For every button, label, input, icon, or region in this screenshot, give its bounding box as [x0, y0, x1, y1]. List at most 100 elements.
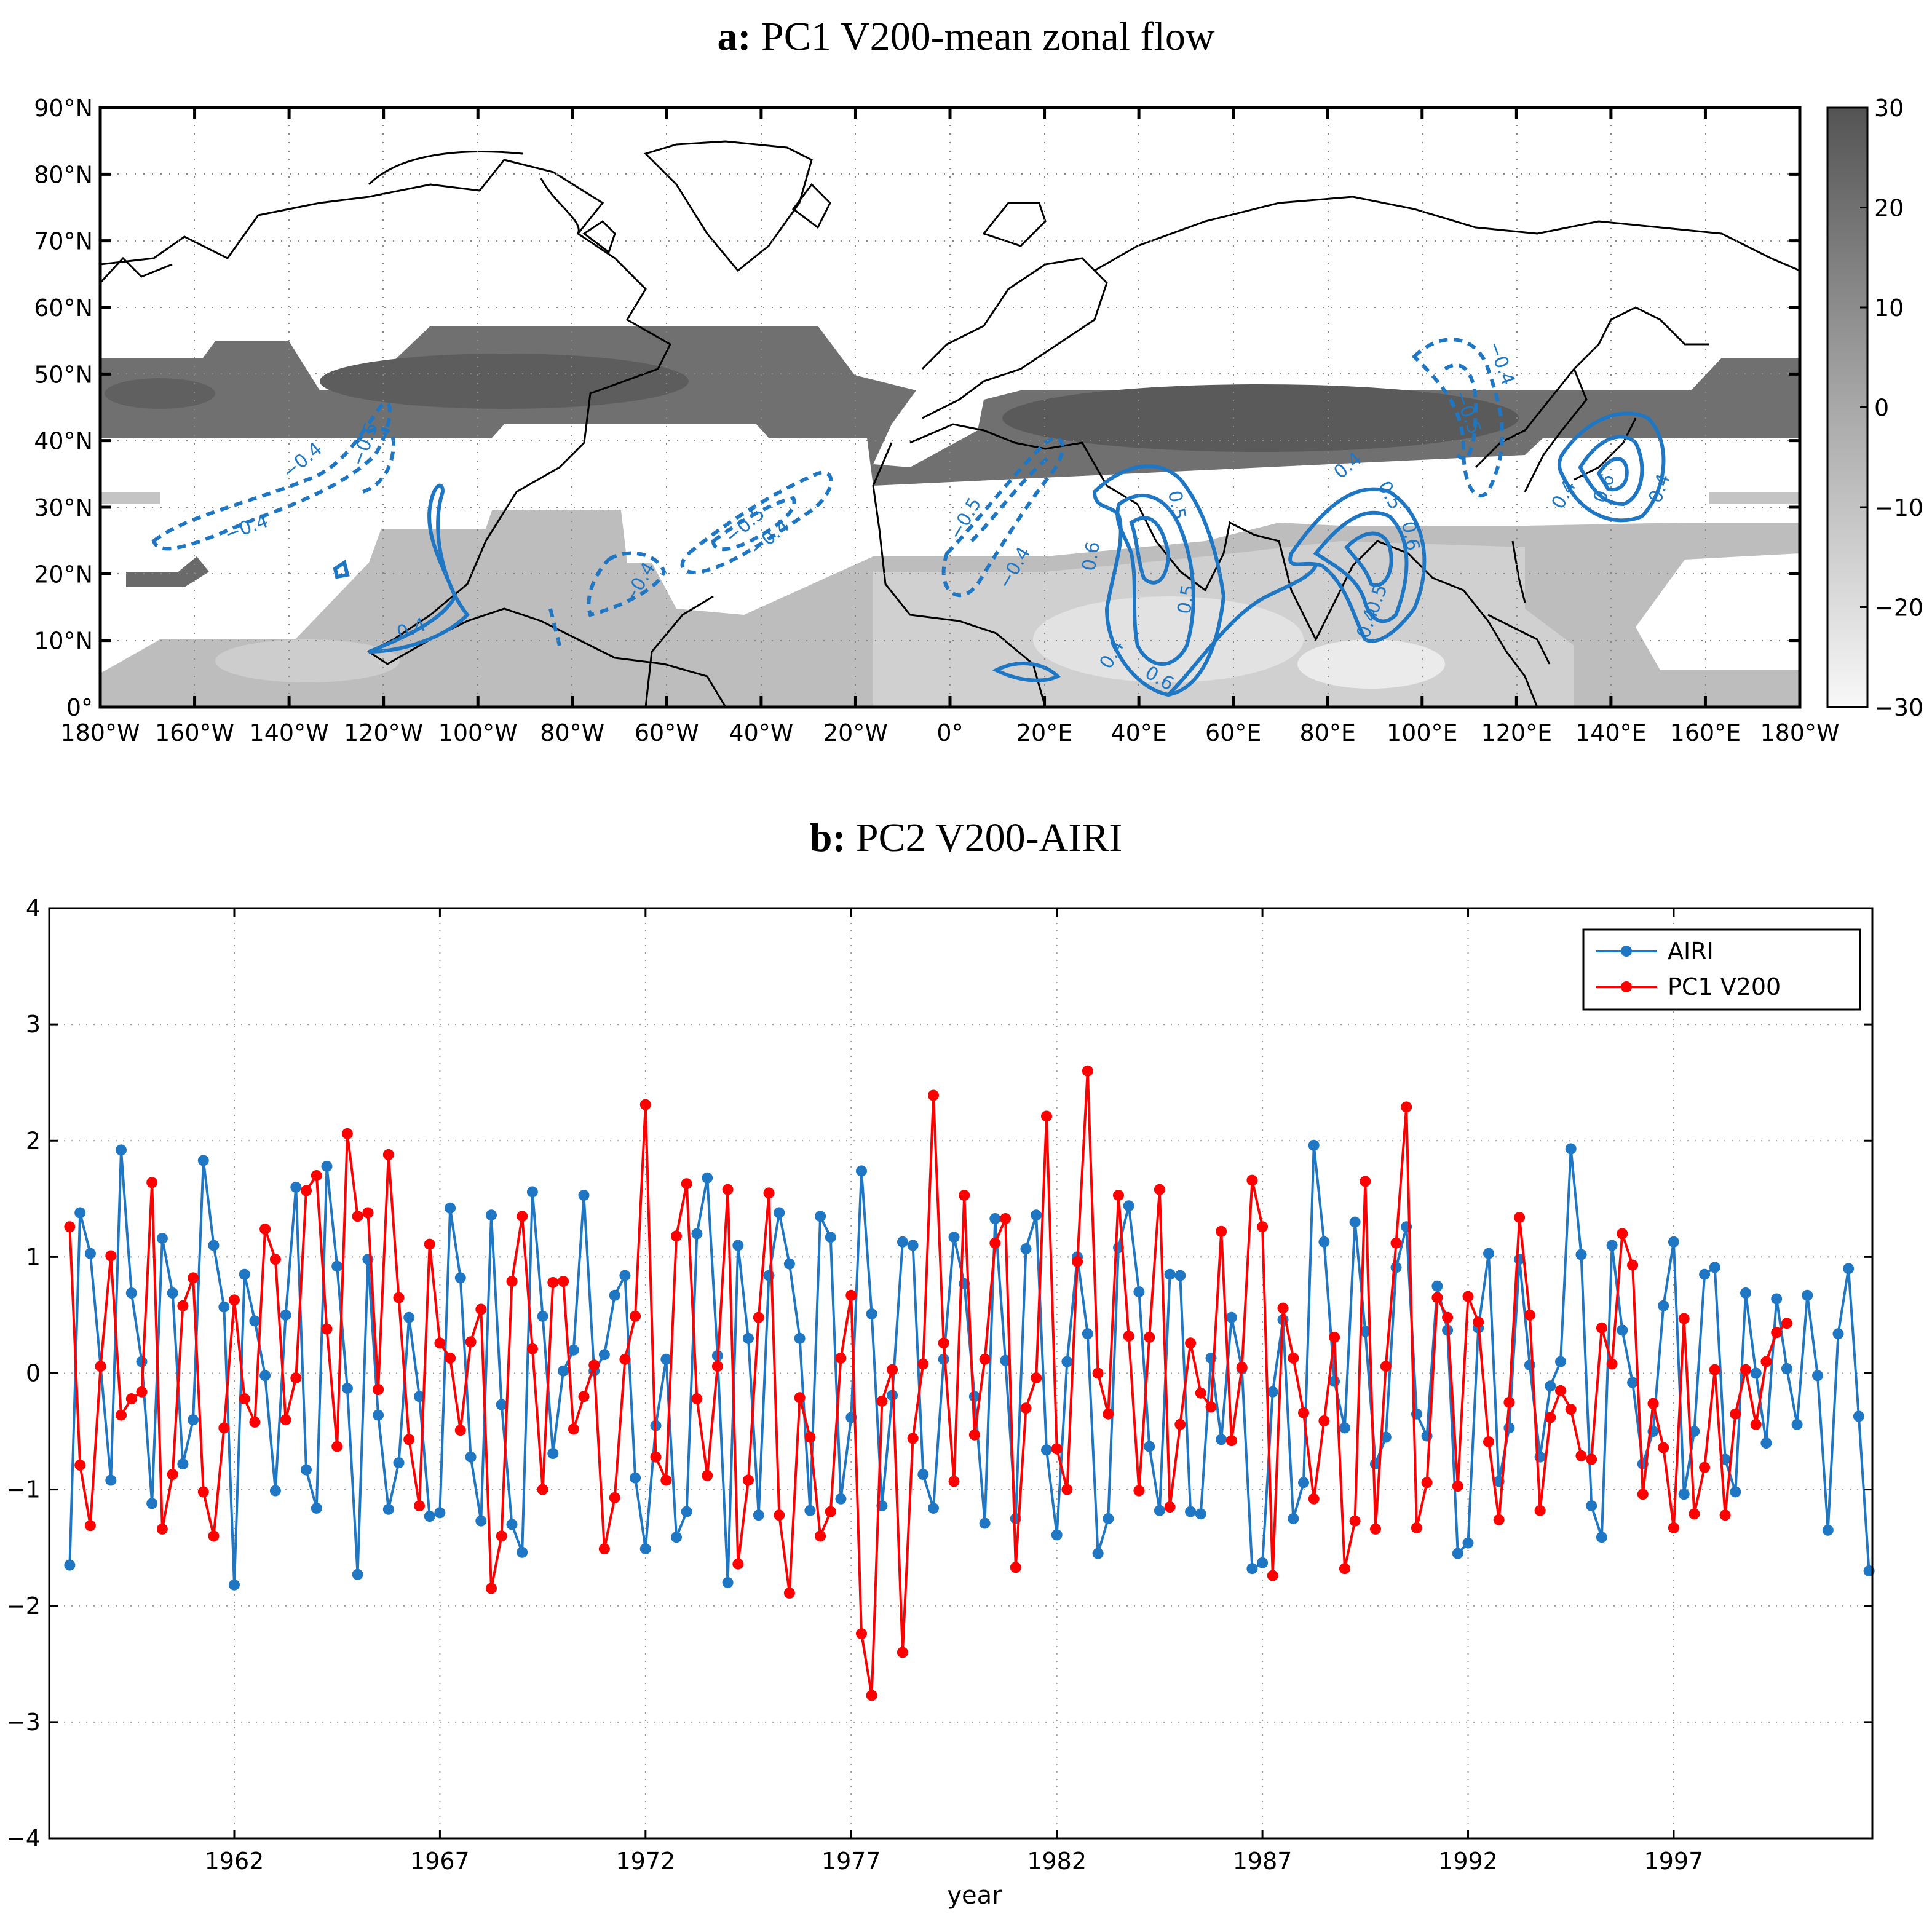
data-point-airi — [454, 1272, 466, 1284]
lon-tick-label: 180°W — [60, 719, 140, 746]
data-point-pc1-v200 — [979, 1353, 991, 1365]
contour-dashed — [1444, 363, 1478, 461]
data-point-airi — [1832, 1328, 1844, 1340]
contour-dashed — [1411, 338, 1505, 497]
data-point-pc1-v200 — [1442, 1311, 1454, 1323]
data-point-pc1-v200 — [105, 1250, 117, 1262]
data-point-airi — [1493, 1476, 1505, 1487]
tropical-shading — [1033, 596, 1304, 682]
data-point-pc1-v200 — [1267, 1570, 1278, 1581]
data-point-pc1-v200 — [897, 1647, 908, 1658]
data-point-airi — [1246, 1563, 1258, 1575]
data-point-pc1-v200 — [1699, 1461, 1711, 1473]
contour-solid — [992, 662, 1061, 682]
data-point-airi — [1462, 1537, 1474, 1549]
data-point-airi — [1164, 1268, 1176, 1280]
data-point-pc1-v200 — [1760, 1356, 1772, 1367]
data-point-pc1-v200 — [568, 1423, 579, 1435]
data-point-pc1-v200 — [989, 1237, 1001, 1249]
lat-tick-label: 30°N — [34, 494, 93, 521]
contour-solid — [1596, 457, 1629, 492]
data-point-pc1-v200 — [1092, 1367, 1104, 1379]
data-point-pc1-v200 — [1658, 1442, 1669, 1453]
series-line-airi — [68, 1144, 1871, 1586]
data-point-pc1-v200 — [722, 1184, 734, 1195]
lat-tick-label: 50°N — [34, 361, 93, 388]
data-point-airi — [1442, 1324, 1454, 1336]
data-point-airi — [856, 1165, 867, 1177]
data-point-airi — [1082, 1328, 1093, 1340]
data-point-airi — [732, 1240, 744, 1251]
data-point-airi — [763, 1270, 775, 1281]
chart-axes: −4 −3 −2 −1 0 1 2 3 4 1962 1967 1972 1977 1982 1987 199… — [6, 895, 1872, 1875]
contour-solid — [368, 483, 470, 654]
lat-tick-label: 60°N — [34, 295, 93, 322]
coastlines — [100, 140, 1800, 707]
data-point-pc1-v200 — [598, 1543, 610, 1555]
data-point-airi — [1123, 1200, 1134, 1212]
data-point-pc1-v200 — [403, 1434, 415, 1445]
data-point-pc1-v200 — [1627, 1259, 1639, 1271]
data-point-pc1-v200 — [609, 1492, 620, 1503]
contour-dashed — [711, 496, 796, 552]
data-point-airi — [928, 1502, 939, 1514]
data-point-airi — [1647, 1426, 1659, 1437]
data-point-airi — [1534, 1451, 1546, 1463]
data-point-airi — [794, 1332, 806, 1344]
data-point-pc1-v200 — [95, 1361, 106, 1372]
colorbar-tick-label: 0 — [1874, 395, 1889, 422]
data-point-pc1-v200 — [1709, 1364, 1720, 1375]
data-point-pc1-v200 — [1205, 1401, 1217, 1413]
data-point-airi — [1225, 1311, 1237, 1323]
data-point-pc1-v200 — [465, 1336, 477, 1348]
contour-label: 0.6 — [1397, 520, 1423, 552]
data-point-pc1-v200 — [1617, 1228, 1628, 1240]
data-point-airi — [290, 1181, 302, 1193]
data-point-pc1-v200 — [660, 1474, 672, 1486]
data-point-airi — [1205, 1352, 1217, 1364]
data-point-pc1-v200 — [1225, 1435, 1237, 1447]
data-point-airi — [1329, 1375, 1340, 1387]
data-point-pc1-v200 — [1740, 1364, 1751, 1375]
data-point-airi — [1668, 1236, 1679, 1248]
data-point-airi — [1154, 1505, 1165, 1516]
data-point-airi — [1308, 1139, 1320, 1151]
data-point-pc1-v200 — [1164, 1501, 1176, 1513]
data-point-pc1-v200 — [1298, 1407, 1309, 1418]
data-point-airi — [619, 1270, 631, 1281]
colorbar-tick-label: 10 — [1874, 295, 1904, 322]
lon-tick-label: 40°E — [1111, 719, 1166, 746]
data-point-airi — [1771, 1293, 1783, 1305]
data-point-airi — [1288, 1513, 1299, 1524]
data-point-airi — [835, 1493, 847, 1505]
data-point-airi — [989, 1213, 1001, 1224]
plot-frame — [48, 907, 1874, 1840]
legend-pc1-label: PC1 V200 — [1668, 973, 1781, 1000]
y-tick-label: 3 — [26, 1011, 41, 1038]
data-point-airi — [558, 1365, 569, 1377]
data-point-airi — [1349, 1216, 1361, 1228]
data-point-pc1-v200 — [1719, 1509, 1731, 1521]
jet-core-shading — [1002, 384, 1519, 452]
data-point-airi — [177, 1458, 189, 1469]
data-point-pc1-v200 — [702, 1469, 713, 1481]
data-point-pc1-v200 — [856, 1628, 867, 1640]
data-point-pc1-v200 — [1596, 1322, 1607, 1334]
data-point-pc1-v200 — [1174, 1418, 1186, 1430]
data-point-pc1-v200 — [156, 1523, 168, 1535]
data-point-airi — [1411, 1408, 1422, 1420]
data-point-pc1-v200 — [732, 1558, 744, 1570]
data-point-pc1-v200 — [1483, 1436, 1494, 1448]
data-point-pc1-v200 — [835, 1352, 847, 1364]
data-point-pc1-v200 — [188, 1272, 199, 1284]
panel-a-title: a: PC1 V200-mean zonal flow — [717, 14, 1215, 59]
data-point-pc1-v200 — [1288, 1352, 1299, 1364]
data-point-pc1-v200 — [691, 1393, 703, 1405]
data-point-airi — [1092, 1548, 1104, 1559]
data-point-airi — [1689, 1426, 1700, 1437]
data-point-pc1-v200 — [125, 1393, 137, 1405]
data-point-airi — [74, 1207, 86, 1219]
data-point-airi — [229, 1579, 240, 1591]
lat-tick-label: 10°N — [34, 628, 93, 655]
data-point-airi — [1514, 1254, 1526, 1265]
